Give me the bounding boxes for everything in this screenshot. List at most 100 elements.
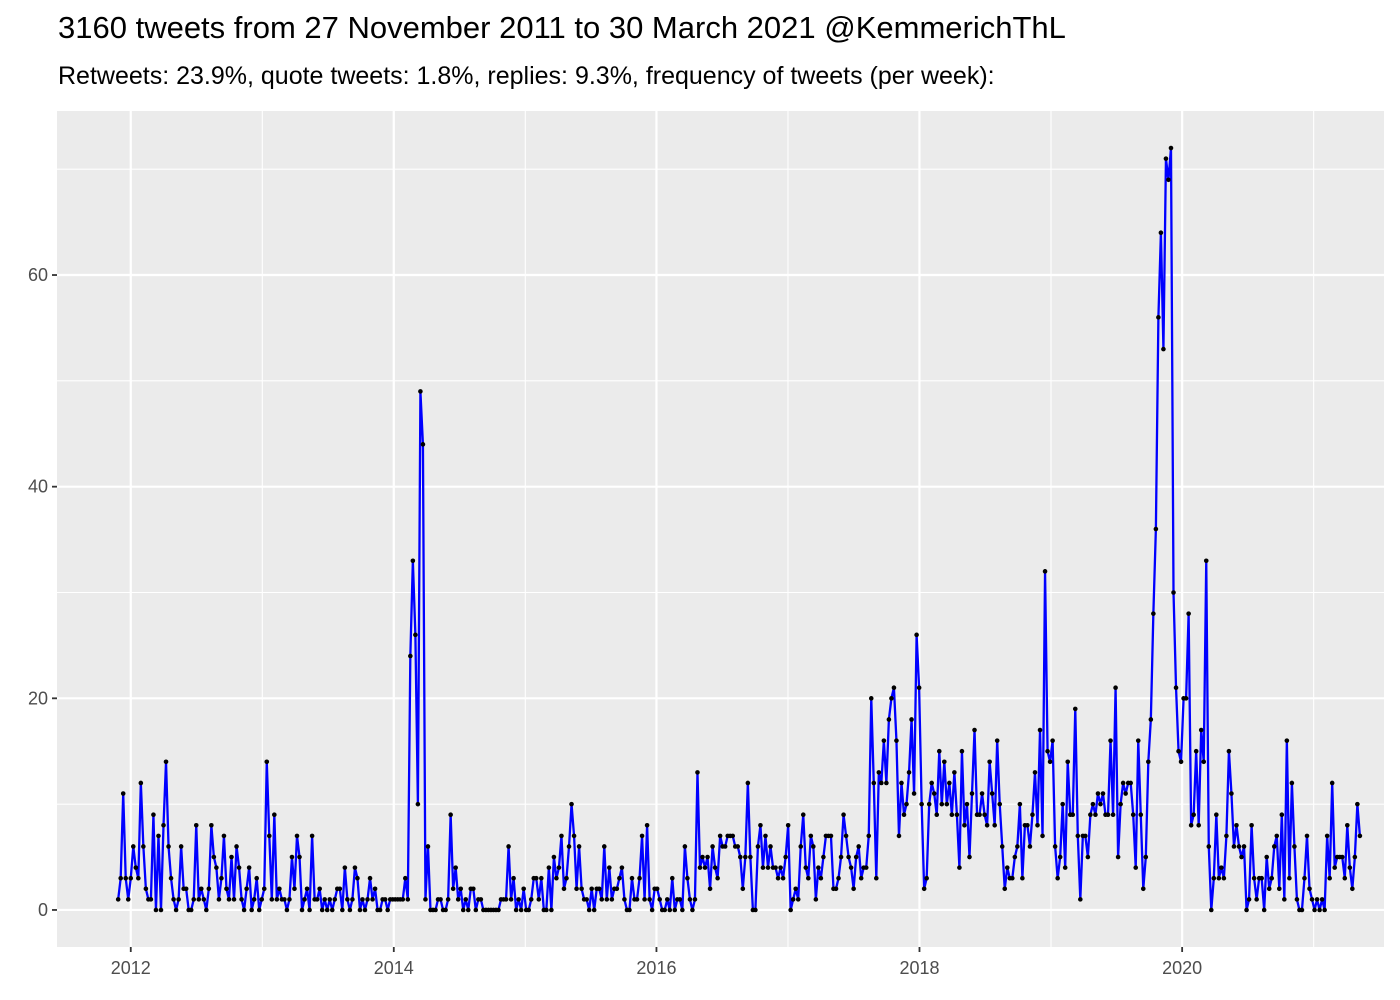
data-point [148,897,154,902]
data-point [1171,590,1176,595]
data-point [1246,897,1252,902]
data-point [173,907,179,913]
data-point [644,823,650,828]
data-point [327,897,333,902]
data-point [299,907,305,913]
data-point [1140,886,1146,892]
data-point [516,897,521,902]
data-point [307,907,312,913]
data-point [141,844,146,849]
data-point [780,875,786,881]
data-point [604,897,610,902]
data-point [795,897,801,902]
data-point [740,886,746,892]
data-point [979,791,985,796]
data-point [511,875,516,881]
x-tick-label: 2020 [1162,958,1202,978]
data-point [206,886,212,892]
data-point [1156,315,1161,320]
data-point [403,875,408,881]
data-point [123,875,129,881]
data-point [191,897,197,902]
data-point [639,833,645,839]
data-point [848,865,854,870]
data-point [239,897,244,902]
data-point [942,759,947,765]
data-point [549,907,554,913]
data-point [133,865,139,870]
data-point [405,897,411,902]
data-point [627,907,632,913]
data-point [521,886,526,892]
data-point [748,854,753,860]
data-point [438,897,443,902]
data-point [115,897,121,902]
data-point [677,897,683,902]
x-tick-label: 2014 [374,958,414,978]
data-point [929,780,935,786]
data-point [453,865,458,870]
data-point [667,907,673,913]
data-point [1345,823,1350,828]
data-point [277,886,282,892]
data-point [171,897,176,902]
data-point [125,897,131,902]
data-point [319,907,325,913]
data-point [1322,907,1327,913]
data-point [722,844,728,849]
data-point [1244,907,1249,913]
data-point [788,907,793,913]
x-tick-label: 2018 [899,958,939,978]
data-point [128,875,134,881]
data-point [1060,801,1065,807]
data-point [1072,706,1078,712]
data-point [304,886,310,892]
data-point [1289,780,1295,786]
data-point [1271,844,1277,849]
x-tick-label: 2012 [111,958,151,978]
data-point [1143,854,1149,860]
data-point [176,897,181,902]
data-point [249,907,254,913]
data-point [1304,833,1310,839]
data-point [1332,865,1338,870]
data-point [1168,145,1174,151]
data-point [654,886,660,892]
data-point [715,875,720,881]
data-point [657,897,662,902]
y-tick-label: 0 [38,900,48,920]
data-point [669,875,675,881]
data-point [785,823,791,828]
data-point [1025,823,1030,828]
data-point [556,865,562,870]
data-point [329,907,335,913]
data-point [743,854,748,860]
data-point [936,748,942,754]
data-point [919,801,924,807]
data-point [735,844,741,849]
data-point [372,886,378,892]
data-point [322,897,328,902]
data-point [931,791,937,796]
data-point [458,886,464,892]
data-point [730,833,736,839]
data-point [400,897,406,902]
data-point [596,886,602,892]
data-point [924,875,929,881]
data-point [355,875,360,881]
data-point [601,844,607,849]
data-point [1088,812,1093,818]
data-point [309,833,315,839]
data-point [156,833,161,839]
data-point [130,844,136,849]
data-point [1287,875,1292,881]
data-point [1178,759,1184,765]
data-point [143,886,149,892]
data-point [513,907,519,913]
data-point [1339,854,1345,860]
data-point [1161,346,1166,352]
data-point [1085,854,1091,860]
data-point [423,897,428,902]
data-point [962,823,967,828]
series-points-group [115,145,1363,913]
